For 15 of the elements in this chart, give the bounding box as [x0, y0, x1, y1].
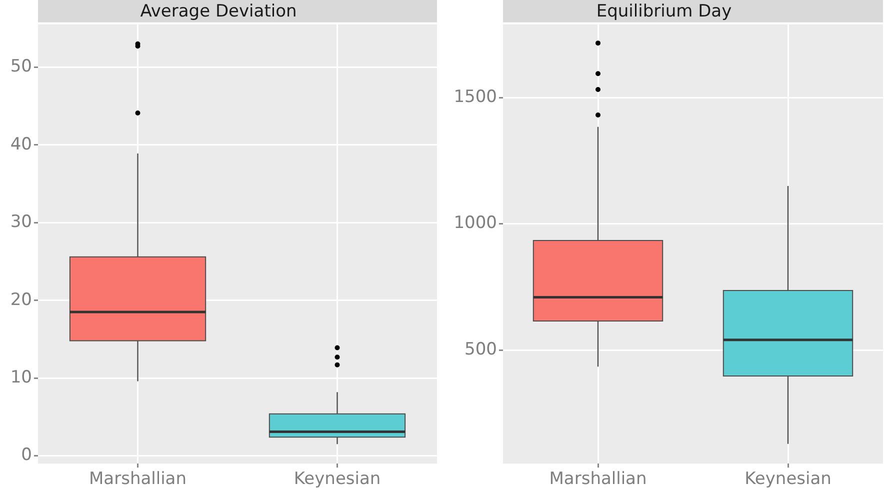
x-tick-label: Marshallian	[549, 469, 647, 490]
y-tick-label: 20	[10, 290, 32, 310]
y-tick-label: 0	[21, 445, 32, 466]
chart-title: Equilibrium Day	[596, 2, 732, 22]
x-tick-label: Marshallian	[89, 469, 186, 490]
y-tick-label: 500	[464, 339, 497, 360]
y-tick-label: 40	[10, 134, 32, 154]
y-tick-label: 10	[10, 368, 32, 388]
y-tick-label: 30	[10, 212, 32, 232]
y-tick-label: 50	[10, 56, 32, 77]
y-tick-label: 1500	[454, 87, 497, 108]
x-tick-label: Keynesian	[294, 469, 381, 490]
x-tick-label: Keynesian	[744, 469, 832, 490]
chart-title: Average Deviation	[140, 2, 297, 22]
y-tick-label: 1000	[454, 213, 497, 234]
